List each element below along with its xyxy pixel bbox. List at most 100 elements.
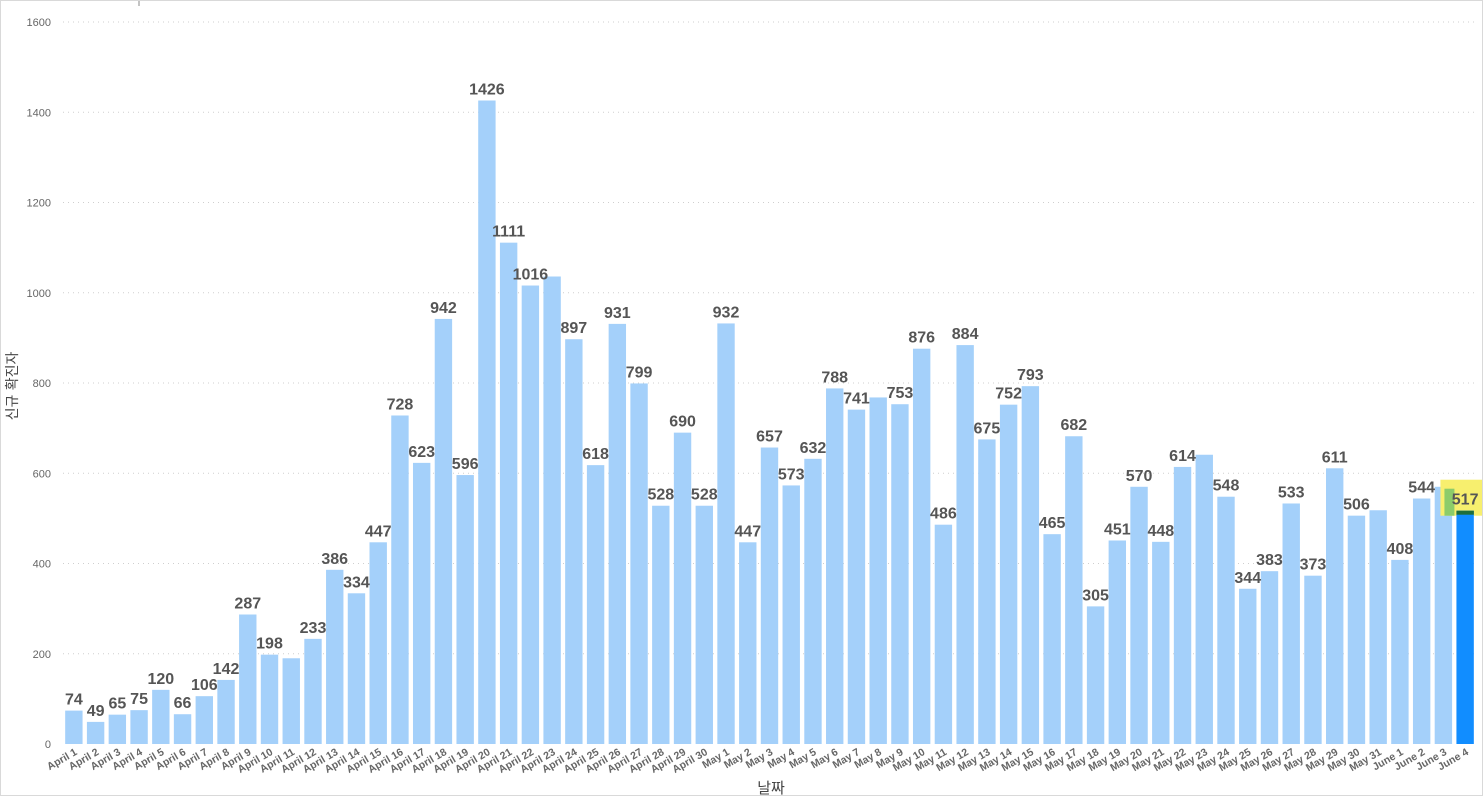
data-label: 682 xyxy=(1060,417,1087,434)
bar[interactable] xyxy=(565,339,583,744)
bar[interactable] xyxy=(673,432,692,744)
bar[interactable] xyxy=(369,542,387,744)
data-label: 447 xyxy=(365,523,392,540)
y-tick-label: 600 xyxy=(33,468,51,480)
bar[interactable] xyxy=(934,524,953,744)
y-tick-label: 1200 xyxy=(27,198,51,210)
data-label: 506 xyxy=(1343,497,1370,514)
data-label: 373 xyxy=(1300,557,1327,574)
bar[interactable] xyxy=(869,397,887,744)
bar[interactable] xyxy=(173,714,192,744)
bar-highlighted[interactable] xyxy=(1456,510,1474,744)
bar[interactable] xyxy=(891,404,909,744)
bar[interactable] xyxy=(86,721,105,744)
bar[interactable] xyxy=(999,404,1018,744)
bar[interactable] xyxy=(760,447,779,744)
bar[interactable] xyxy=(260,654,279,744)
bar[interactable] xyxy=(912,348,931,744)
bar[interactable] xyxy=(152,689,170,744)
bar[interactable] xyxy=(282,658,300,744)
bar[interactable] xyxy=(1021,386,1040,744)
bar[interactable] xyxy=(521,285,540,744)
bar[interactable] xyxy=(1391,559,1409,744)
bar[interactable] xyxy=(782,485,800,744)
data-label: 1016 xyxy=(513,267,549,284)
bar[interactable] xyxy=(543,276,561,744)
data-label: 690 xyxy=(669,414,696,431)
bar[interactable] xyxy=(391,415,409,744)
y-tick-label: 800 xyxy=(33,378,51,390)
bar[interactable] xyxy=(1239,588,1257,744)
data-label: 408 xyxy=(1387,541,1414,558)
data-label: 573 xyxy=(778,466,805,483)
bar[interactable] xyxy=(304,638,322,744)
data-label: 618 xyxy=(582,446,609,463)
bar[interactable] xyxy=(847,409,866,744)
bar[interactable] xyxy=(1260,571,1279,744)
bar[interactable] xyxy=(978,439,996,744)
bar[interactable] xyxy=(608,323,627,744)
data-label: 675 xyxy=(974,420,1001,437)
y-tick-label: 200 xyxy=(33,649,51,661)
bar[interactable] xyxy=(739,542,757,744)
data-label: 65 xyxy=(108,696,126,713)
data-label: 448 xyxy=(1147,523,1174,540)
bar[interactable] xyxy=(1217,496,1235,744)
bar[interactable] xyxy=(1347,515,1366,744)
bar[interactable] xyxy=(217,679,235,744)
bar[interactable] xyxy=(1434,486,1453,744)
bar[interactable] xyxy=(652,505,670,744)
bar[interactable] xyxy=(347,593,366,744)
bar[interactable] xyxy=(1086,606,1105,744)
bar[interactable] xyxy=(1282,503,1300,744)
data-label: 533 xyxy=(1278,484,1305,501)
bar[interactable] xyxy=(195,696,213,744)
data-label: 233 xyxy=(300,620,327,637)
bar[interactable] xyxy=(1065,436,1083,744)
data-label: 876 xyxy=(908,330,935,347)
bar[interactable] xyxy=(65,710,83,744)
data-label: 544 xyxy=(1408,480,1435,497)
data-label: 142 xyxy=(213,661,240,678)
bar[interactable] xyxy=(717,323,735,744)
bars xyxy=(65,100,1482,744)
bar[interactable] xyxy=(804,458,822,744)
data-label: 334 xyxy=(343,574,370,591)
bar[interactable] xyxy=(1152,541,1170,744)
bar[interactable] xyxy=(1412,498,1431,744)
bar[interactable] xyxy=(130,710,148,744)
bar[interactable] xyxy=(1304,575,1322,744)
data-label: 884 xyxy=(952,326,979,343)
bar[interactable] xyxy=(478,100,496,744)
data-label: 741 xyxy=(843,391,870,408)
bar[interactable] xyxy=(108,714,127,744)
data-label: 942 xyxy=(430,300,457,317)
bar[interactable] xyxy=(239,614,257,744)
bar[interactable] xyxy=(695,505,713,744)
bar[interactable] xyxy=(1173,466,1192,744)
bar[interactable] xyxy=(1369,510,1387,744)
data-label: 752 xyxy=(995,386,1022,403)
bar[interactable] xyxy=(499,242,518,744)
bar[interactable] xyxy=(1108,540,1127,744)
bar[interactable] xyxy=(456,475,474,744)
y-tick-label: 1600 xyxy=(27,17,51,29)
bar[interactable] xyxy=(434,318,453,744)
bar[interactable] xyxy=(826,388,844,744)
bar[interactable] xyxy=(412,462,431,744)
data-label: 596 xyxy=(452,456,479,473)
data-label: 799 xyxy=(626,364,653,381)
bar[interactable] xyxy=(326,569,344,744)
bar[interactable] xyxy=(1043,534,1061,744)
bar[interactable] xyxy=(1130,486,1148,744)
data-label: 657 xyxy=(756,429,783,446)
bar[interactable] xyxy=(630,383,648,744)
data-label: 75 xyxy=(130,691,148,708)
bar[interactable] xyxy=(586,465,605,744)
data-label: 447 xyxy=(734,523,761,540)
data-label: 287 xyxy=(234,595,261,612)
bar[interactable] xyxy=(956,345,974,744)
bar[interactable] xyxy=(1326,468,1344,744)
bar[interactable] xyxy=(1195,454,1213,744)
